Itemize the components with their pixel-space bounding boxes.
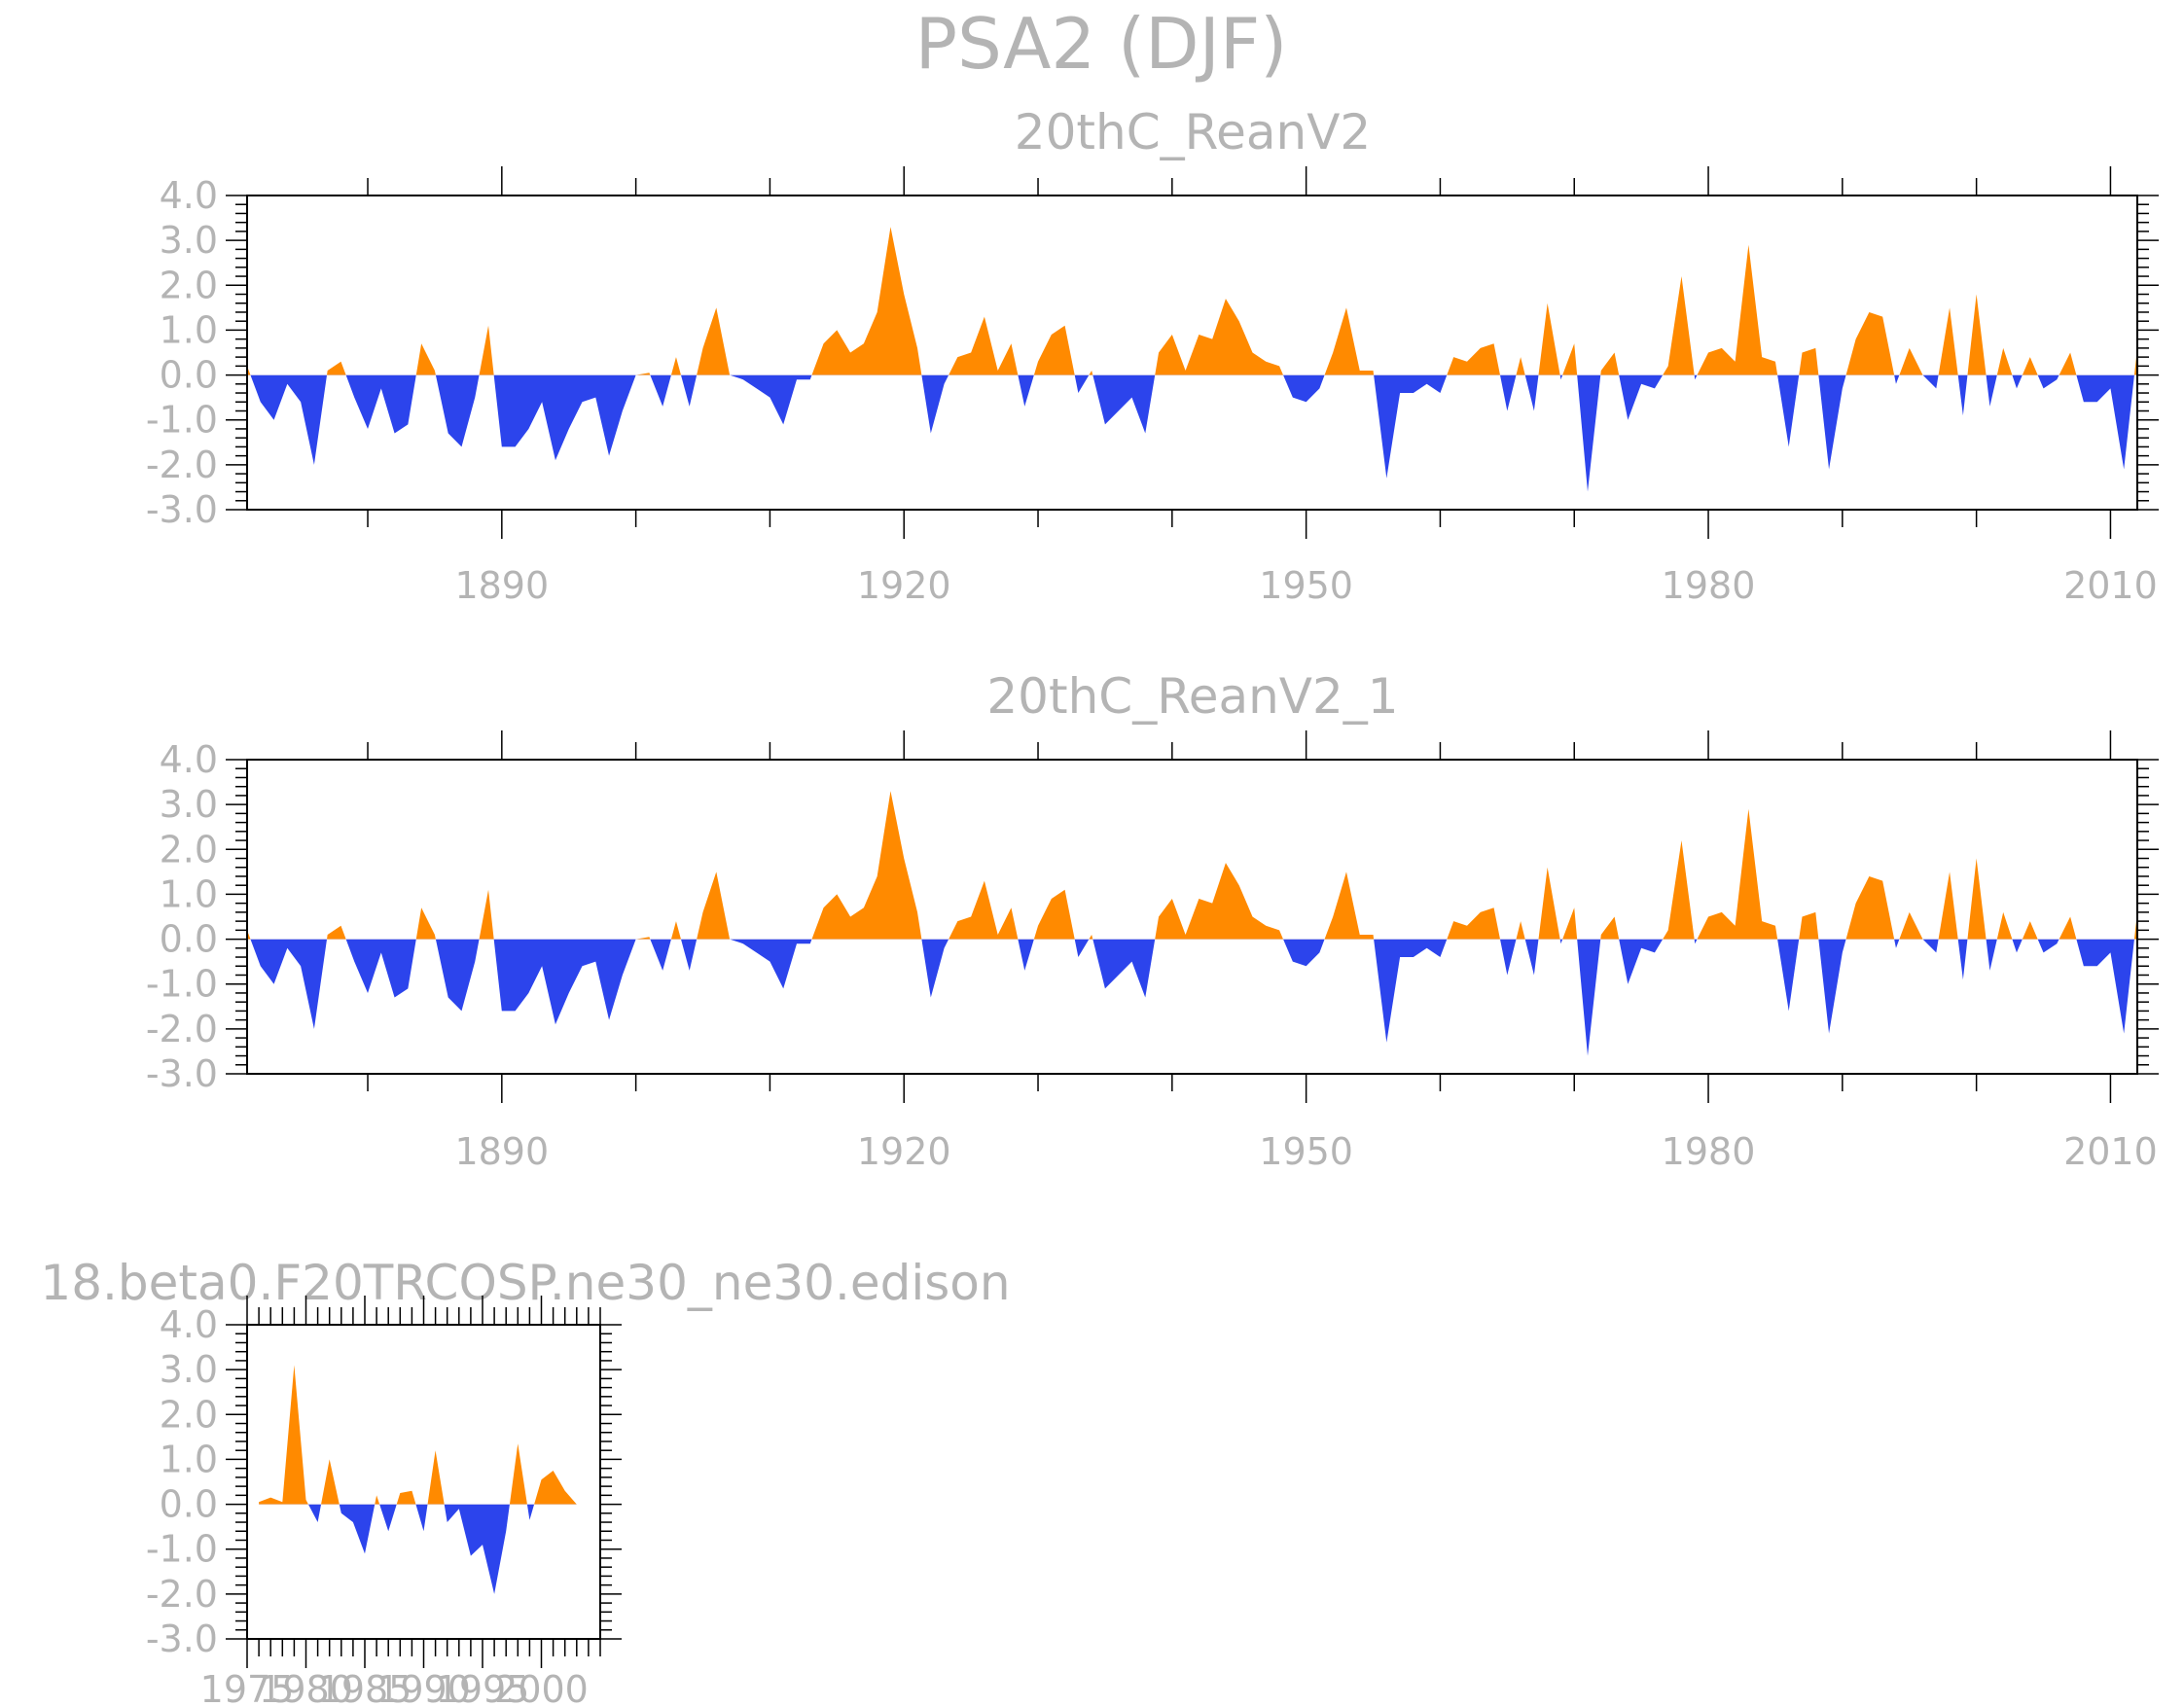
y-tick-label: 3.0 [160,783,218,826]
y-tick-label: -1.0 [146,963,218,1006]
y-ticks [226,195,2159,511]
positive-area-group [259,1365,600,1505]
plot-frame [246,759,2138,1075]
y-tick-label: 1.0 [160,872,218,915]
panel-title: 20thC_ReanV2 [1015,104,1371,160]
y-tick-label: -3.0 [146,1052,218,1095]
positive-fill-area [247,227,2137,375]
y-tick-label: 2.0 [160,1393,218,1436]
x-tick-label: 1890 [454,564,549,607]
y-tick-label: 3.0 [160,219,218,262]
x-tick-label: 2010 [2063,1130,2158,1173]
x-tick-label: 2010 [2063,564,2158,607]
plot-frame [246,195,2138,511]
x-tick-label: 1975 [200,1668,295,1707]
x-tick-label: 1890 [454,1130,549,1173]
y-tick-label: -2.0 [146,1573,218,1616]
y-tick-label: -1.0 [146,399,218,442]
y-tick-label: 2.0 [160,828,218,871]
y-tick-label: 4.0 [160,738,218,781]
y-tick-label: 0.0 [160,1483,218,1526]
x-tick-label: 1980 [1662,1130,1756,1173]
x-tick-label: 2000 [494,1668,589,1707]
x-tick-label: 1995 [436,1668,530,1707]
y-tick-label: 0.0 [160,354,218,397]
x-tick-label: 1980 [1662,564,1756,607]
negative-area-group [250,374,2134,492]
x-tick-label: 1950 [1259,564,1353,607]
plot-area [247,227,2137,492]
y-tick-label: -3.0 [146,488,218,531]
x-tick-label: 1920 [857,1130,951,1173]
y-tick-label: -1.0 [146,1528,218,1571]
chart-panel-20thc-reanv2-1: 20thC_ReanV2_1 4.03.02.01.00.0-1.0-2.0-3.… [146,668,2159,1173]
x-ticks [246,1296,601,1668]
plot-area [247,791,2137,1056]
y-tick-label: 4.0 [160,174,218,217]
y-ticks [226,759,2159,1075]
plot-area [259,1365,600,1594]
positive-area-group [247,791,2137,940]
chart-panel-20thc-reanv2: 20thC_ReanV2 4.03.02.01.00.0-1.0-2.0-3.0 1… [146,104,2159,607]
x-tick-label: 1950 [1259,1130,1353,1173]
x-tick-label: 1990 [376,1668,471,1707]
y-tick-label: -2.0 [146,444,218,486]
x-ticks [367,730,2112,1103]
y-tick-label: 1.0 [160,308,218,351]
negative-area-group [307,1504,535,1594]
y-tick-label: 2.0 [160,264,218,306]
negative-area-group [250,939,2134,1056]
negative-fill-area [250,939,2134,1056]
y-tick-label: 1.0 [160,1438,218,1480]
chart-panel-edison: 18.beta0.F20TRCOSP.ne30_ne30.edison4.03.… [40,1255,1010,1707]
positive-fill-area [259,1365,600,1505]
y-tick-label: -3.0 [146,1618,218,1660]
x-ticks [367,166,2112,539]
negative-fill-area [307,1504,535,1594]
y-tick-label: -2.0 [146,1008,218,1050]
positive-area-group [247,227,2137,375]
figure-title: PSA2 (DJF) [915,3,1288,85]
x-tick-label: 1980 [259,1668,353,1707]
x-tick-label: 1985 [318,1668,412,1707]
negative-fill-area [250,374,2134,492]
y-ticks [226,1324,622,1640]
y-tick-label: 4.0 [160,1303,218,1346]
positive-fill-area [247,791,2137,940]
panel-title: 18.beta0.F20TRCOSP.ne30_ne30.edison [40,1255,1010,1311]
y-tick-label: 3.0 [160,1348,218,1391]
x-tick-label: 1920 [857,564,951,607]
y-tick-label: 0.0 [160,918,218,961]
panel-title: 20thC_ReanV2_1 [986,668,1398,725]
